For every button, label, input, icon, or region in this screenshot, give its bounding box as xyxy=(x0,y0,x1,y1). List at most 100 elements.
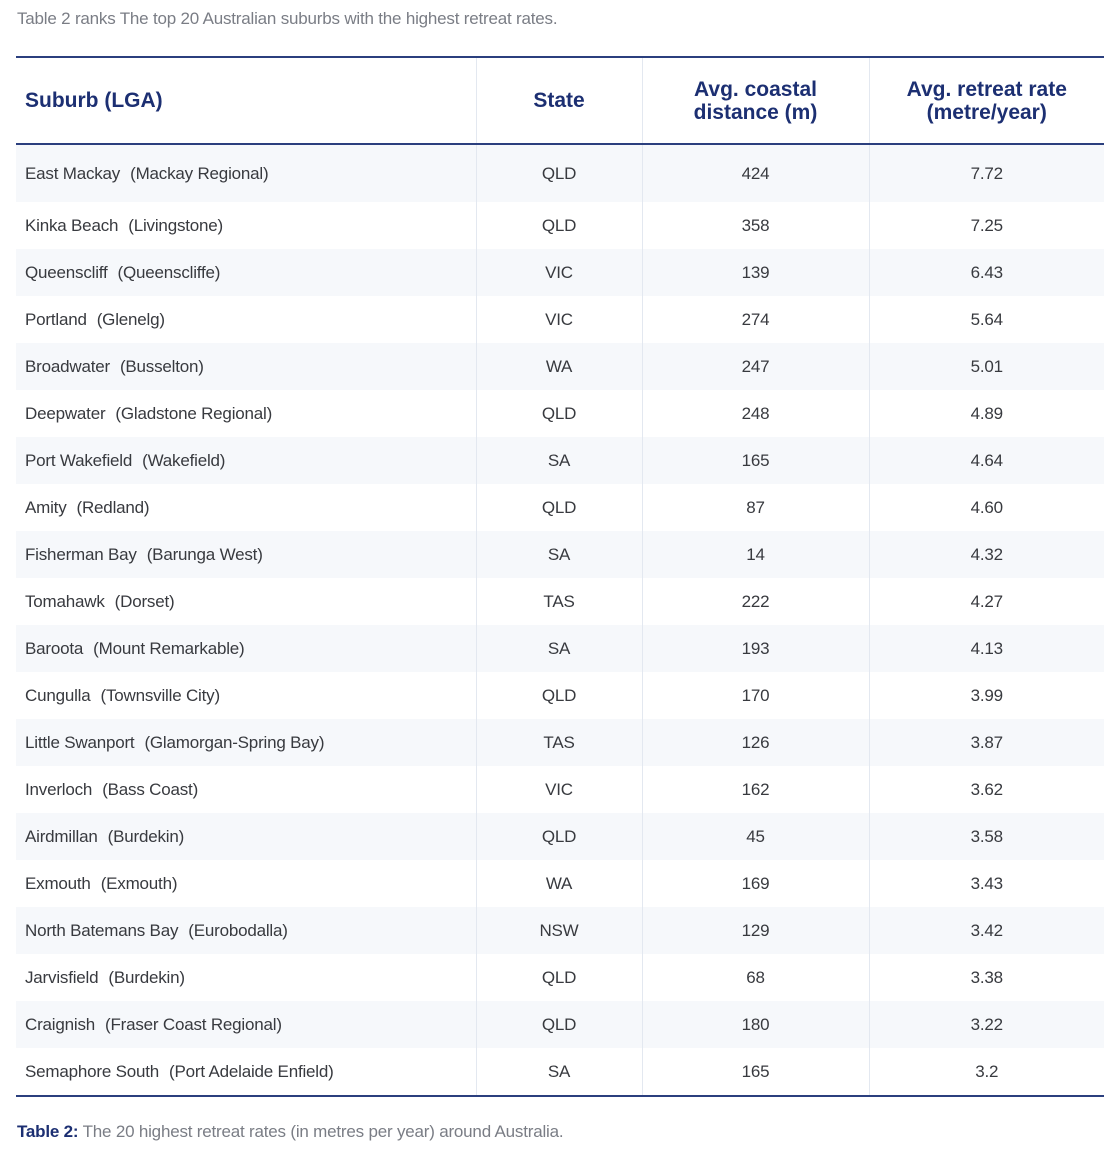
lga-name: (Eurobodalla) xyxy=(188,920,288,940)
suburb-name: Kinka Beach xyxy=(25,215,119,235)
cell-distance: 45 xyxy=(641,813,869,860)
table-row: Port Wakefield (Wakefield) SA 165 4.64 xyxy=(16,437,1104,484)
cell-rate: 3.43 xyxy=(868,860,1104,907)
cell-distance: 169 xyxy=(641,860,869,907)
lga-name: (Glenelg) xyxy=(96,309,165,329)
lga-name: (Queenscliffe) xyxy=(117,262,221,282)
cell-distance: 126 xyxy=(641,719,869,766)
table-row: North Batemans Bay (Eurobodalla) NSW 129 3.4… xyxy=(16,907,1104,954)
cell-rate: 4.64 xyxy=(868,437,1104,484)
cell-distance: 247 xyxy=(641,343,869,390)
cell-suburb: Little Swanport (Glamorgan-Spring Bay) xyxy=(16,719,476,766)
cell-suburb: North Batemans Bay (Eurobodalla) xyxy=(16,907,476,954)
suburb-name: Exmouth xyxy=(25,873,91,893)
cell-suburb: Queenscliff (Queenscliffe) xyxy=(16,249,476,296)
cell-rate: 3.38 xyxy=(868,954,1104,1001)
cell-suburb: Jarvisfield (Burdekin) xyxy=(16,954,476,1001)
cell-state: QLD xyxy=(475,144,642,202)
suburb-name: Deepwater xyxy=(25,403,106,423)
cell-state: QLD xyxy=(475,813,642,860)
retreat-rates-table: Suburb (LGA) State Avg. coastal distance… xyxy=(16,56,1104,1097)
cell-suburb: East Mackay (Mackay Regional) xyxy=(16,144,476,202)
suburb-name: Airdmillan xyxy=(25,826,98,846)
cell-suburb: Exmouth (Exmouth) xyxy=(16,860,476,907)
lga-name: (Busselton) xyxy=(119,356,204,376)
suburb-name: Queenscliff xyxy=(25,262,108,282)
header-state: State xyxy=(475,57,642,144)
cell-distance: 139 xyxy=(641,249,869,296)
table-row: Semaphore South (Port Adelaide Enfield) SA… xyxy=(16,1048,1104,1096)
lga-name: (Gladstone Regional) xyxy=(115,403,273,423)
cell-state: VIC xyxy=(475,249,642,296)
cell-rate: 5.64 xyxy=(868,296,1104,343)
lga-name: (Townsville City) xyxy=(100,685,221,705)
suburb-name: Broadwater xyxy=(25,356,110,376)
cell-state: QLD xyxy=(475,484,642,531)
cell-rate: 3.87 xyxy=(868,719,1104,766)
cell-state: WA xyxy=(475,343,642,390)
suburb-name: Port Wakefield xyxy=(25,450,133,470)
cell-rate: 4.60 xyxy=(868,484,1104,531)
caption-text: The 20 highest retreat rates (in metres … xyxy=(78,1122,564,1141)
cell-suburb: Portland (Glenelg) xyxy=(16,296,476,343)
suburb-name: Fisherman Bay xyxy=(25,544,137,564)
cell-distance: 274 xyxy=(641,296,869,343)
header-suburb: Suburb (LGA) xyxy=(25,89,163,112)
cell-state: SA xyxy=(475,625,642,672)
table-row: Portland (Glenelg) VIC 274 5.64 xyxy=(16,296,1104,343)
suburb-name: Semaphore South xyxy=(25,1061,160,1081)
lga-name: (Fraser Coast Regional) xyxy=(105,1014,282,1034)
table-row: Deepwater (Gladstone Regional) QLD 248 4.89 xyxy=(16,390,1104,437)
table-caption: Table 2: The 20 highest retreat rates (i… xyxy=(17,1122,564,1142)
table-row: Baroota (Mount Remarkable) SA 193 4.13 xyxy=(16,625,1104,672)
cell-state: SA xyxy=(475,437,642,484)
cell-suburb: Craignish (Fraser Coast Regional) xyxy=(16,1001,476,1048)
cell-state: QLD xyxy=(475,672,642,719)
cell-state: TAS xyxy=(475,719,642,766)
suburb-name: Baroota xyxy=(25,638,84,658)
cell-distance: 248 xyxy=(641,390,869,437)
table-row: Fisherman Bay (Barunga West) SA 14 4.32 xyxy=(16,531,1104,578)
table-row: Inverloch (Bass Coast) VIC 162 3.62 xyxy=(16,766,1104,813)
cell-state: TAS xyxy=(475,578,642,625)
cell-rate: 3.58 xyxy=(868,813,1104,860)
cell-rate: 4.32 xyxy=(868,531,1104,578)
cell-distance: 129 xyxy=(641,907,869,954)
cell-rate: 4.89 xyxy=(868,390,1104,437)
table-row: Exmouth (Exmouth) WA 169 3.43 xyxy=(16,860,1104,907)
cell-suburb: Fisherman Bay (Barunga West) xyxy=(16,531,476,578)
cell-rate: 6.43 xyxy=(868,249,1104,296)
suburb-name: Tomahawk xyxy=(25,591,105,611)
lga-name: (Dorset) xyxy=(114,591,175,611)
cell-suburb: Deepwater (Gladstone Regional) xyxy=(16,390,476,437)
lga-name: (Barunga West) xyxy=(146,544,263,564)
cell-distance: 193 xyxy=(641,625,869,672)
lga-name: (Exmouth) xyxy=(100,873,178,893)
cell-distance: 424 xyxy=(641,144,869,202)
cell-state: QLD xyxy=(475,1001,642,1048)
table-row: Craignish (Fraser Coast Regional) QLD 180 3.… xyxy=(16,1001,1104,1048)
cell-rate: 3.62 xyxy=(868,766,1104,813)
lga-name: (Livingstone) xyxy=(128,215,223,235)
cell-state: QLD xyxy=(475,390,642,437)
cell-suburb: Kinka Beach (Livingstone) xyxy=(16,202,476,249)
suburb-name: East Mackay xyxy=(25,163,121,183)
table-row: Kinka Beach (Livingstone) QLD 358 7.25 xyxy=(16,202,1104,249)
cell-state: SA xyxy=(475,1048,642,1096)
intro-text: Table 2 ranks The top 20 Australian subu… xyxy=(17,9,558,28)
suburb-name: Inverloch xyxy=(25,779,93,799)
header-distance: Avg. coastal distance (m) xyxy=(641,57,869,144)
cell-distance: 87 xyxy=(641,484,869,531)
cell-distance: 165 xyxy=(641,437,869,484)
lga-name: (Burdekin) xyxy=(108,967,185,987)
cell-distance: 68 xyxy=(641,954,869,1001)
cell-state: QLD xyxy=(475,202,642,249)
caption-label: Table 2: xyxy=(17,1122,79,1141)
lga-name: (Glamorgan-Spring Bay) xyxy=(144,732,325,752)
lga-name: (Port Adelaide Enfield) xyxy=(169,1061,334,1081)
suburb-name: Little Swanport xyxy=(25,732,135,752)
cell-state: QLD xyxy=(475,954,642,1001)
lga-name: (Mackay Regional) xyxy=(130,163,269,183)
lga-name: (Redland) xyxy=(76,497,150,517)
cell-distance: 222 xyxy=(641,578,869,625)
